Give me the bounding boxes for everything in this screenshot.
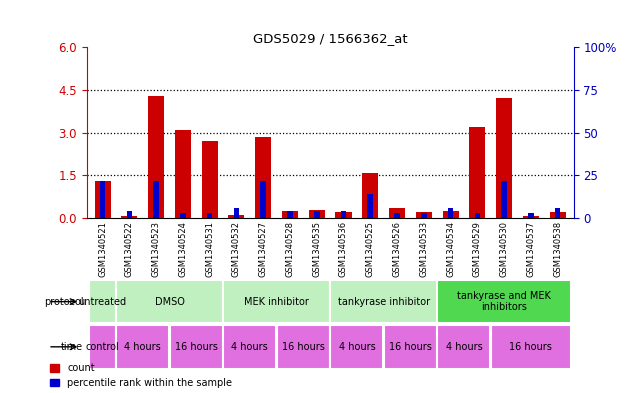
Text: time: time	[61, 342, 83, 352]
Bar	[116, 280, 223, 323]
Bar	[90, 325, 116, 369]
Bar	[287, 211, 293, 218]
Text: GSM1340533: GSM1340533	[419, 221, 428, 277]
Bar	[170, 325, 223, 369]
Bar	[555, 208, 560, 218]
Bar	[260, 180, 266, 218]
Text: GSM1340524: GSM1340524	[178, 221, 187, 277]
Text: GSM1340526: GSM1340526	[392, 221, 401, 277]
Text: GSM1340537: GSM1340537	[526, 221, 535, 277]
Bar	[100, 180, 105, 218]
Text: GSM1340523: GSM1340523	[152, 221, 161, 277]
Bar	[255, 137, 271, 218]
Text: GSM1340535: GSM1340535	[312, 221, 321, 277]
Bar	[496, 98, 512, 218]
Bar	[394, 213, 400, 218]
Text: protocol: protocol	[44, 297, 83, 307]
Bar	[416, 212, 432, 218]
Bar	[153, 180, 159, 218]
Text: 16 hours: 16 hours	[389, 342, 432, 352]
Bar	[121, 216, 137, 218]
Bar	[180, 213, 186, 218]
Bar	[362, 173, 378, 218]
Bar	[335, 212, 351, 218]
Text: 4 hours: 4 hours	[231, 342, 268, 352]
Bar	[491, 325, 570, 369]
Text: 4 hours: 4 hours	[124, 342, 161, 352]
Bar	[384, 325, 437, 369]
Bar	[528, 213, 534, 218]
Bar	[223, 280, 330, 323]
Text: 16 hours: 16 hours	[510, 342, 553, 352]
Bar	[330, 325, 383, 369]
Text: untreated: untreated	[79, 297, 127, 307]
Bar	[549, 212, 565, 218]
Bar	[175, 130, 191, 218]
Bar	[469, 127, 485, 218]
Bar	[389, 208, 405, 218]
Text: GSM1340522: GSM1340522	[125, 221, 134, 277]
Bar	[421, 213, 427, 218]
Bar	[314, 211, 320, 218]
Text: tankyrase and MEK
inhibitors: tankyrase and MEK inhibitors	[457, 291, 551, 312]
Text: tankyrase inhibitor: tankyrase inhibitor	[338, 297, 429, 307]
Bar	[277, 325, 330, 369]
Text: GSM1340532: GSM1340532	[232, 221, 241, 277]
Text: GSM1340527: GSM1340527	[259, 221, 268, 277]
Bar	[474, 213, 480, 218]
Text: 4 hours: 4 hours	[445, 342, 482, 352]
Legend: count, percentile rank within the sample: count, percentile rank within the sample	[50, 363, 232, 388]
Bar	[126, 211, 132, 218]
Text: GSM1340528: GSM1340528	[285, 221, 294, 277]
Text: GSM1340521: GSM1340521	[98, 221, 107, 277]
Bar	[523, 216, 539, 218]
Bar	[207, 213, 212, 218]
Text: 4 hours: 4 hours	[338, 342, 375, 352]
Bar	[367, 194, 373, 218]
Bar	[442, 211, 458, 218]
Text: MEK inhibitor: MEK inhibitor	[244, 297, 309, 307]
Bar	[282, 211, 298, 218]
Text: control: control	[86, 342, 119, 352]
Bar	[340, 211, 346, 218]
Bar	[448, 208, 453, 218]
Bar	[501, 180, 507, 218]
Bar	[309, 209, 325, 218]
Bar	[202, 141, 218, 218]
Bar	[233, 208, 239, 218]
Bar	[148, 95, 164, 218]
Text: 16 hours: 16 hours	[175, 342, 218, 352]
Text: GSM1340536: GSM1340536	[339, 221, 348, 277]
Bar	[223, 325, 276, 369]
Bar	[437, 280, 570, 323]
Text: GSM1340531: GSM1340531	[205, 221, 214, 277]
Text: GSM1340529: GSM1340529	[473, 221, 482, 277]
Text: GSM1340525: GSM1340525	[366, 221, 375, 277]
Bar	[228, 215, 244, 218]
Text: DMSO: DMSO	[154, 297, 185, 307]
Text: 16 hours: 16 hours	[282, 342, 325, 352]
Bar	[116, 325, 169, 369]
Text: GDS5029 / 1566362_at: GDS5029 / 1566362_at	[253, 32, 408, 45]
Bar	[330, 280, 437, 323]
Text: GSM1340534: GSM1340534	[446, 221, 455, 277]
Text: GSM1340538: GSM1340538	[553, 221, 562, 277]
Bar	[90, 280, 116, 323]
Bar	[437, 325, 490, 369]
Bar	[95, 181, 111, 218]
Text: GSM1340530: GSM1340530	[499, 221, 508, 277]
